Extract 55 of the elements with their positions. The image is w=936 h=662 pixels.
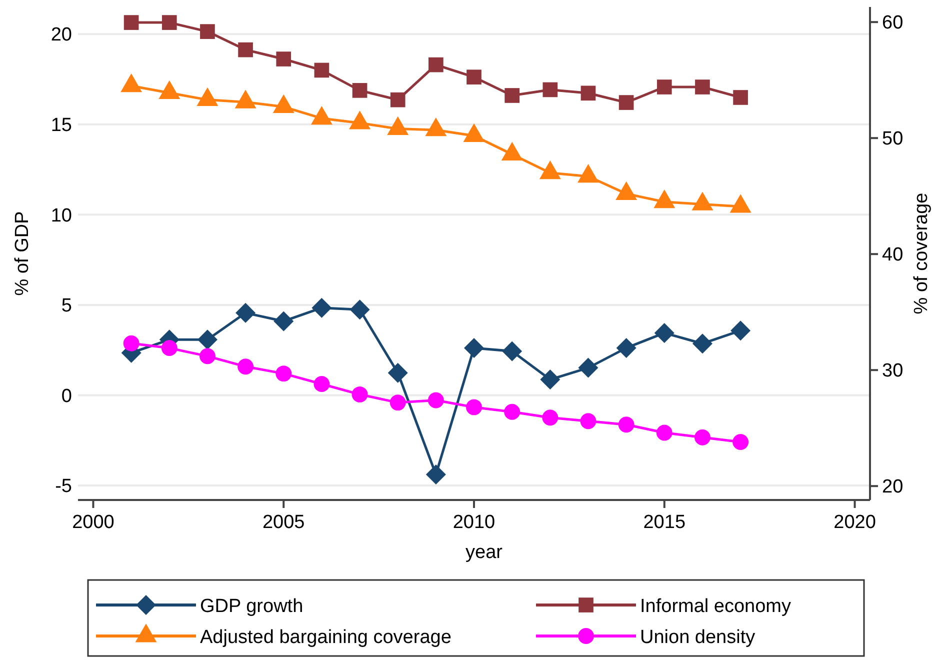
point	[200, 24, 215, 39]
point	[426, 464, 446, 485]
point	[388, 362, 408, 383]
y-axis-title: % of GDP	[12, 211, 33, 296]
point	[580, 86, 596, 101]
y2-tick-label: 30	[882, 360, 904, 382]
point	[540, 370, 560, 390]
x-tick-label: 2005	[262, 512, 305, 534]
point	[314, 62, 330, 78]
point	[197, 330, 218, 350]
point	[124, 15, 139, 30]
legend-label: Adjusted bargaining coverage	[200, 627, 452, 648]
x-tick-label: 2000	[72, 512, 114, 534]
y2-axis-title: % of coverage	[911, 192, 932, 314]
x-tick-label: 2015	[643, 512, 686, 534]
point	[542, 82, 558, 98]
y2-tick-label: 20	[882, 476, 904, 498]
y-tick-label: 20	[50, 24, 72, 46]
y-tick-label: 10	[50, 205, 72, 226]
y2-tick-label: 60	[882, 12, 904, 34]
point	[390, 92, 406, 108]
point	[162, 15, 177, 30]
legend-label: Union density	[640, 627, 756, 648]
y2-tick-label: 40	[882, 244, 904, 266]
point	[464, 338, 484, 358]
point	[733, 90, 748, 105]
point	[616, 338, 636, 358]
point	[692, 334, 712, 354]
point	[730, 320, 751, 341]
y-tick-label: 15	[50, 115, 72, 136]
x-tick-label: 2010	[452, 512, 496, 534]
y-tick-label: -5	[55, 476, 72, 498]
legend-label: Informal economy	[640, 596, 792, 617]
point	[656, 80, 672, 94]
point	[276, 52, 292, 66]
legend-label: GDP growth	[200, 596, 304, 617]
point	[504, 88, 520, 103]
point	[654, 322, 674, 343]
y-tick-label: 0	[61, 386, 72, 407]
y-tick-label: 5	[61, 296, 72, 317]
point	[428, 57, 444, 72]
point	[502, 341, 522, 362]
x-tick-label: 2020	[834, 512, 876, 534]
point	[466, 70, 482, 84]
point	[350, 300, 370, 320]
point	[238, 42, 253, 58]
x-axis-title: year	[466, 542, 504, 563]
point	[578, 358, 598, 378]
point	[695, 80, 710, 94]
point	[236, 302, 256, 323]
point	[274, 311, 294, 332]
y2-tick-label: 50	[882, 128, 904, 150]
point	[352, 83, 368, 98]
point	[618, 95, 634, 110]
point	[312, 298, 332, 318]
